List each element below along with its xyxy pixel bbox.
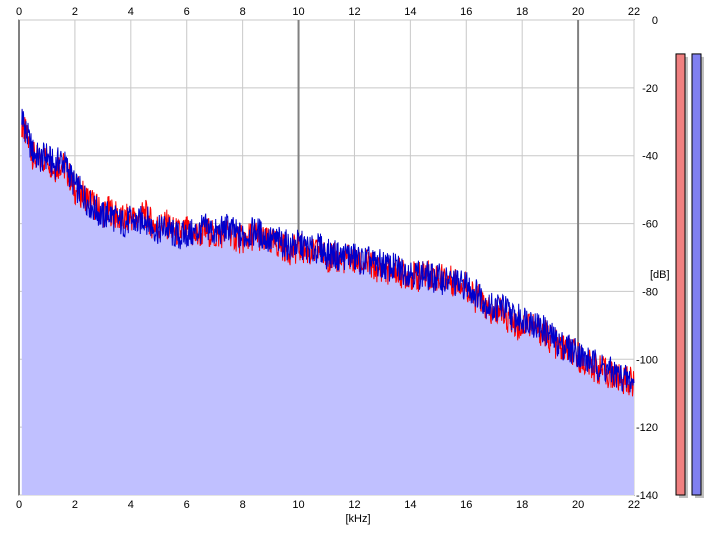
y-tick-label: -20 — [642, 83, 658, 95]
x-tick-label-bottom: 22 — [628, 499, 640, 511]
x-tick-label-bottom: 4 — [128, 499, 134, 511]
x-axis-label: [kHz] — [345, 513, 370, 525]
x-tick-label-top: 16 — [460, 6, 472, 18]
y-tick-label: -100 — [636, 354, 658, 366]
x-tick-label-bottom: 0 — [16, 499, 22, 511]
x-tick-label-bottom: 6 — [184, 499, 190, 511]
x-tick-label-top: 10 — [292, 6, 304, 18]
x-tick-label-top: 12 — [348, 6, 360, 18]
y-tick-labels: 0 -20 -40 -60 -80 -100 -120 -140 — [636, 15, 658, 502]
x-tick-label-top: 6 — [184, 6, 190, 18]
x-tick-label-bottom: 12 — [348, 499, 360, 511]
x-tick-labels-top: 0 2 4 6 8 10 12 14 16 18 20 22 — [16, 6, 640, 18]
x-tick-label-bottom: 2 — [72, 499, 78, 511]
y-tick-label: -140 — [636, 490, 658, 502]
x-tick-label-top: 2 — [72, 6, 78, 18]
x-tick-label-top: 20 — [572, 6, 584, 18]
y-tick-label: -120 — [636, 422, 658, 434]
x-tick-label-top: 22 — [628, 6, 640, 18]
y-tick-label: -40 — [642, 151, 658, 163]
left-level-meter — [675, 53, 686, 496]
spectrum-fill — [21, 115, 634, 495]
x-tick-label-bottom: 14 — [404, 499, 416, 511]
right-level-meter — [691, 53, 702, 496]
right-channel-line — [21, 108, 635, 393]
x-tick-label-bottom: 20 — [572, 499, 584, 511]
x-tick-labels-bottom: 0 2 4 6 8 10 12 14 16 18 20 22 — [16, 499, 640, 511]
x-tick-label-top: 8 — [240, 6, 246, 18]
x-tick-label-bottom: 8 — [240, 499, 246, 511]
x-tick-label-bottom: 10 — [292, 499, 304, 511]
x-tick-label-top: 4 — [128, 6, 134, 18]
x-tick-label-top: 18 — [516, 6, 528, 18]
x-tick-label-bottom: 18 — [516, 499, 528, 511]
x-tick-label-top: 14 — [404, 6, 416, 18]
y-tick-label: 0 — [652, 15, 658, 27]
level-meters — [675, 53, 704, 499]
y-axis-label: [dB] — [650, 269, 670, 281]
series-layer — [21, 108, 635, 397]
y-tick-label: -80 — [642, 286, 658, 298]
x-tick-label-top: 0 — [16, 6, 22, 18]
y-tick-label: -60 — [642, 219, 658, 231]
x-tick-label-bottom: 16 — [460, 499, 472, 511]
